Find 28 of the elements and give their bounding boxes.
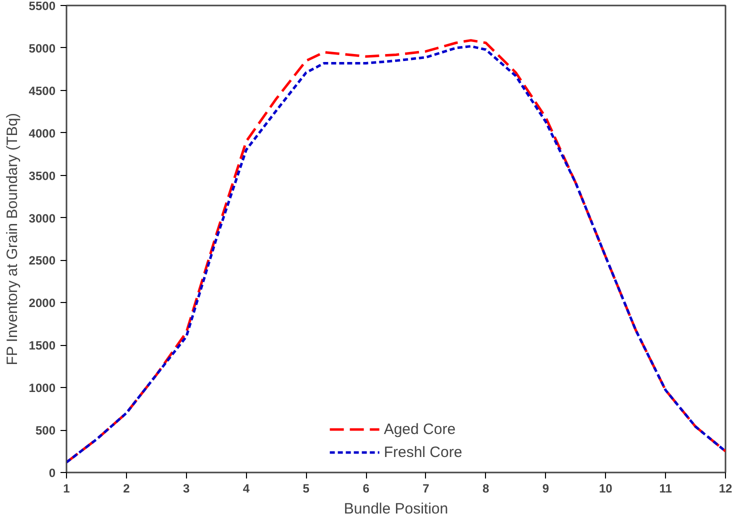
x-tick-label: 10 xyxy=(599,482,613,496)
y-tick-label: 2500 xyxy=(28,254,56,268)
x-tick-label: 6 xyxy=(362,482,370,496)
x-tick-label: 7 xyxy=(422,482,430,496)
x-axis-title: Bundle Position xyxy=(344,500,448,518)
x-tick-label: 11 xyxy=(659,482,672,496)
y-tick-label: 1500 xyxy=(28,338,56,353)
y-tick-label: 4000 xyxy=(28,126,56,140)
x-tick-label: 8 xyxy=(482,482,490,496)
y-tick-label: 500 xyxy=(35,424,56,438)
x-tick-label: 12 xyxy=(718,482,732,496)
y-tick-label: 3500 xyxy=(28,168,56,183)
y-tick-label: 2000 xyxy=(28,296,56,310)
y-tick-label: 4500 xyxy=(28,84,56,98)
legend-label: Freshl Core xyxy=(384,444,462,460)
y-tick-label: 1000 xyxy=(28,381,56,396)
y-tick-label: 5000 xyxy=(28,41,56,56)
x-tick-label: 1 xyxy=(63,482,70,496)
y-tick-label: 3000 xyxy=(28,211,56,226)
x-tick-label: 3 xyxy=(182,482,190,496)
x-tick-label: 9 xyxy=(542,482,550,496)
y-axis-title: FP Inventory at Grain Boundary (TBq) xyxy=(4,112,21,366)
x-tick-label: 2 xyxy=(123,482,130,496)
y-tick-label: 5500 xyxy=(28,0,56,13)
y-tick-label: 0 xyxy=(48,466,56,480)
legend-label: Aged Core xyxy=(384,420,456,438)
x-tick-label: 5 xyxy=(302,482,310,496)
x-tick-label: 4 xyxy=(242,482,250,496)
